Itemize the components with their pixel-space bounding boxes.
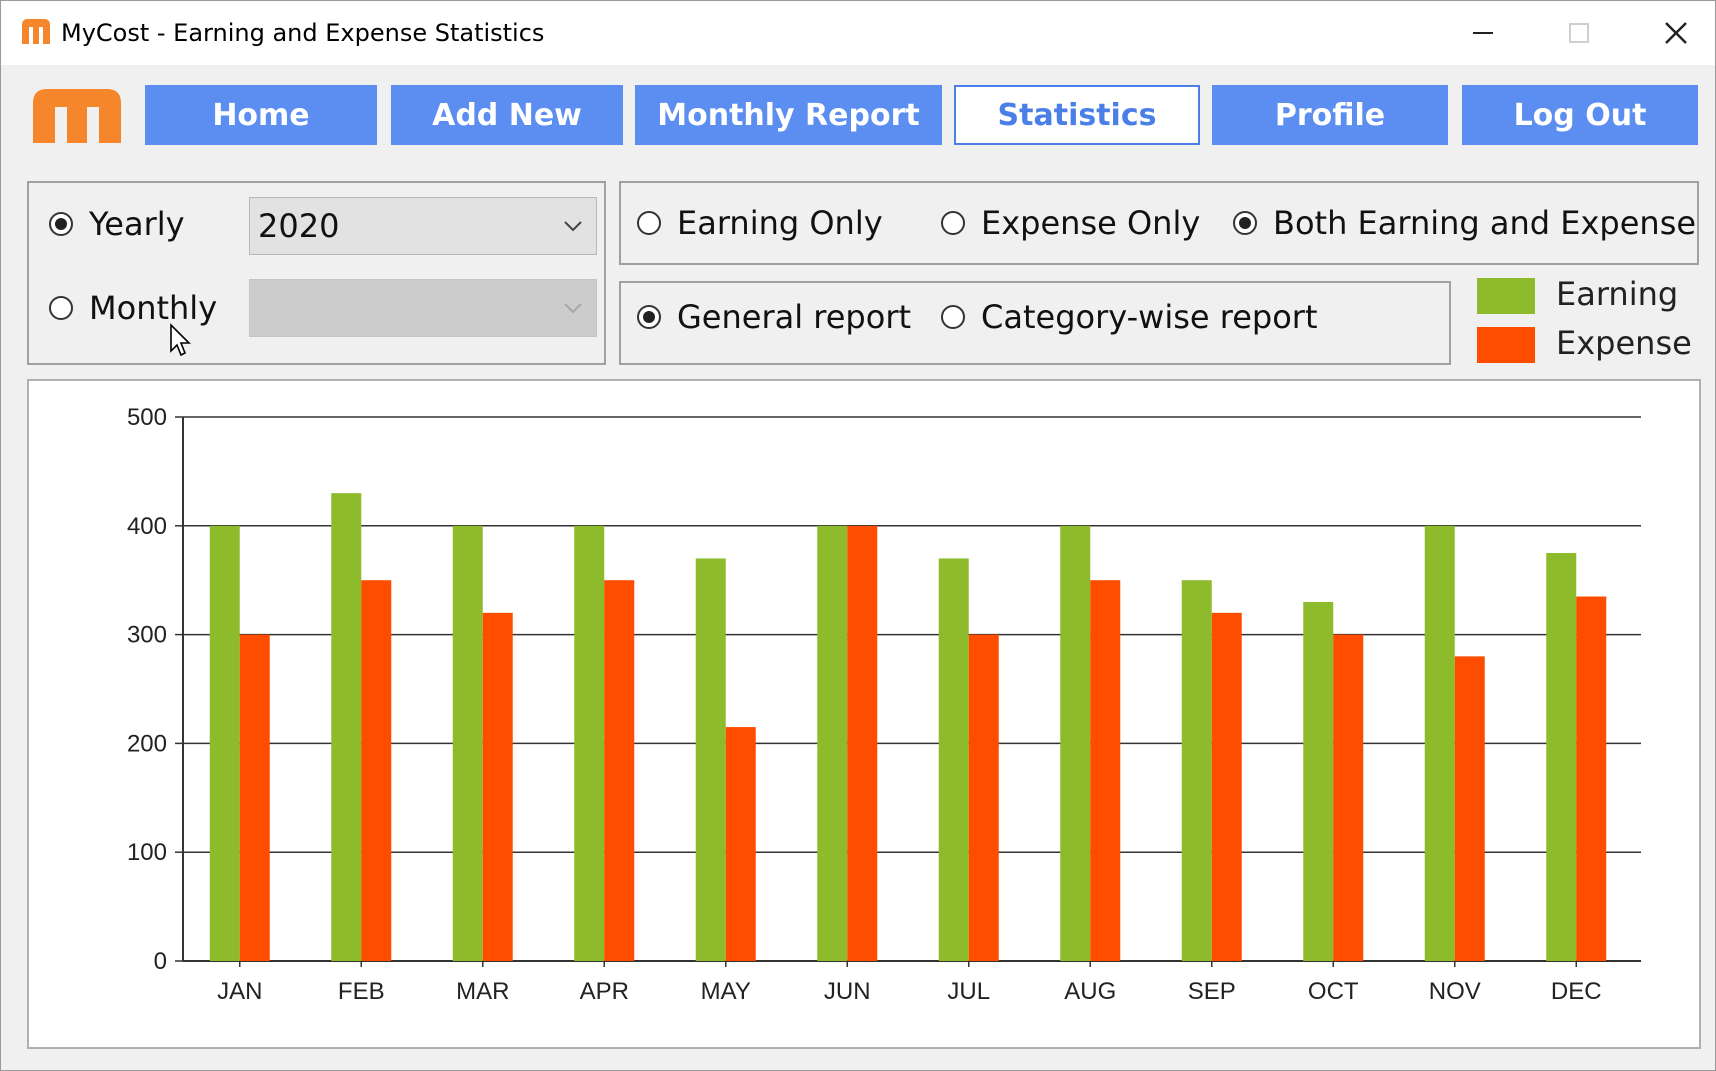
earning-bar-jun	[817, 525, 848, 961]
earning-bar-aug	[1060, 525, 1091, 961]
nav-monthly-report-button[interactable]: Monthly Report	[635, 85, 942, 145]
year-select-value: 2020	[258, 207, 340, 245]
earning-bar-jul	[938, 558, 969, 961]
expense-bar-oct	[1333, 634, 1364, 961]
type-filter-group	[619, 181, 1699, 265]
expense-only-label: Expense Only	[981, 204, 1201, 242]
both-label: Both Earning and Expense	[1273, 204, 1697, 242]
yearly-radio-dot[interactable]	[49, 212, 73, 236]
nav-statistics-label: Statistics	[997, 97, 1157, 133]
title-bar: MyCost - Earning and Expense Statistics	[1, 1, 1715, 65]
window-title: MyCost - Earning and Expense Statistics	[61, 19, 545, 47]
expense-bar-jan	[239, 634, 270, 961]
earning-bar-feb	[331, 493, 362, 961]
expense-only-radio[interactable]: Expense Only	[941, 204, 1200, 242]
earning-bar-dec	[1546, 553, 1577, 961]
nav-profile-label: Profile	[1274, 97, 1386, 133]
x-tick-label: OCT	[1308, 978, 1359, 1005]
yearly-label: Yearly	[89, 205, 185, 243]
mycost-logo	[33, 89, 121, 143]
expense-bar-may	[725, 727, 756, 961]
y-tick-label: 0	[154, 948, 167, 975]
mouse-cursor-icon	[170, 323, 191, 357]
nav-statistics-button[interactable]: Statistics	[954, 85, 1200, 145]
y-tick-label: 500	[127, 404, 167, 431]
category-report-radio-dot[interactable]	[941, 305, 965, 329]
expense-bar-aug	[1090, 580, 1121, 961]
nav-log-out-button[interactable]: Log Out	[1462, 85, 1698, 145]
x-tick-label: NOV	[1429, 978, 1481, 1005]
year-select[interactable]: 2020	[249, 197, 597, 255]
earning-bar-may	[695, 558, 726, 961]
legend-expense-label: Expense	[1556, 324, 1692, 362]
chevron-down-icon	[564, 221, 582, 232]
nav-add-new-button[interactable]: Add New	[391, 85, 623, 145]
y-tick-label: 100	[127, 839, 167, 866]
nav-home-label: Home	[212, 97, 310, 133]
expense-bar-mar	[482, 612, 513, 961]
category-report-radio[interactable]: Category-wise report	[941, 298, 1317, 336]
y-tick-label: 400	[127, 513, 167, 540]
category-report-label: Category-wise report	[981, 298, 1318, 336]
earning-bar-oct	[1303, 601, 1334, 961]
nav-home-button[interactable]: Home	[145, 85, 377, 145]
month-select[interactable]	[249, 279, 597, 337]
expense-bar-feb	[361, 580, 392, 961]
nav-monthly-report-label: Monthly Report	[657, 97, 920, 133]
nav-log-out-label: Log Out	[1513, 97, 1647, 133]
yearly-radio[interactable]: Yearly	[49, 205, 185, 243]
x-tick-label: JAN	[217, 978, 262, 1005]
both-radio[interactable]: Both Earning and Expense	[1233, 204, 1696, 242]
y-tick-label: 300	[127, 622, 167, 649]
x-tick-label: APR	[580, 978, 629, 1005]
expense-bar-apr	[604, 580, 635, 961]
chevron-down-icon	[564, 303, 582, 314]
x-tick-label: AUG	[1064, 978, 1116, 1005]
earning-only-radio[interactable]: Earning Only	[637, 204, 883, 242]
legend-earning-swatch	[1477, 278, 1535, 314]
general-report-radio-dot[interactable]	[637, 305, 661, 329]
both-radio-dot[interactable]	[1233, 211, 1257, 235]
bar-chart: 0 100 200 300 400 500 JAN FEB MAR APR MAY JUN JUL AUG…	[127, 404, 1641, 1005]
x-tick-label: MAY	[701, 978, 751, 1005]
report-type-group	[619, 281, 1451, 365]
period-group	[27, 181, 606, 365]
expense-only-radio-dot[interactable]	[941, 211, 965, 235]
nav-profile-button[interactable]: Profile	[1212, 85, 1448, 145]
nav-add-new-label: Add New	[432, 97, 582, 133]
general-report-label: General report	[677, 298, 912, 336]
x-tick-label: JUN	[824, 978, 871, 1005]
expense-bar-jun	[847, 525, 878, 961]
statistics-chart: 0 100 200 300 400 500 JAN FEB MAR APR MAY JUN JUL AUG…	[27, 379, 1701, 1049]
x-tick-label: MAR	[456, 978, 509, 1005]
x-tick-label: SEP	[1188, 978, 1236, 1005]
earning-bar-nov	[1424, 525, 1455, 961]
minimize-button[interactable]	[1453, 11, 1513, 55]
earning-bar-mar	[452, 525, 483, 961]
earning-only-label: Earning Only	[677, 204, 883, 242]
expense-bar-dec	[1576, 596, 1607, 961]
earning-only-radio-dot[interactable]	[637, 211, 661, 235]
expense-bar-sep	[1211, 612, 1242, 961]
mycost-logo-icon	[22, 19, 50, 44]
earning-bar-sep	[1181, 580, 1212, 961]
y-tick-label: 200	[127, 730, 167, 757]
maximize-button[interactable]	[1549, 11, 1609, 55]
monthly-radio-dot[interactable]	[49, 296, 73, 320]
x-tick-label: FEB	[338, 978, 385, 1005]
x-tick-label: JUL	[947, 978, 990, 1005]
x-tick-label: DEC	[1551, 978, 1602, 1005]
close-button[interactable]	[1646, 11, 1706, 55]
legend-expense-swatch	[1477, 327, 1535, 363]
earning-bar-jan	[209, 525, 240, 961]
monthly-radio[interactable]: Monthly	[49, 289, 217, 327]
expense-bar-jul	[968, 634, 999, 961]
general-report-radio[interactable]: General report	[637, 298, 911, 336]
expense-bar-nov	[1454, 656, 1485, 961]
earning-bar-apr	[574, 525, 605, 961]
legend-earning-label: Earning	[1556, 275, 1679, 313]
monthly-label: Monthly	[89, 289, 218, 327]
